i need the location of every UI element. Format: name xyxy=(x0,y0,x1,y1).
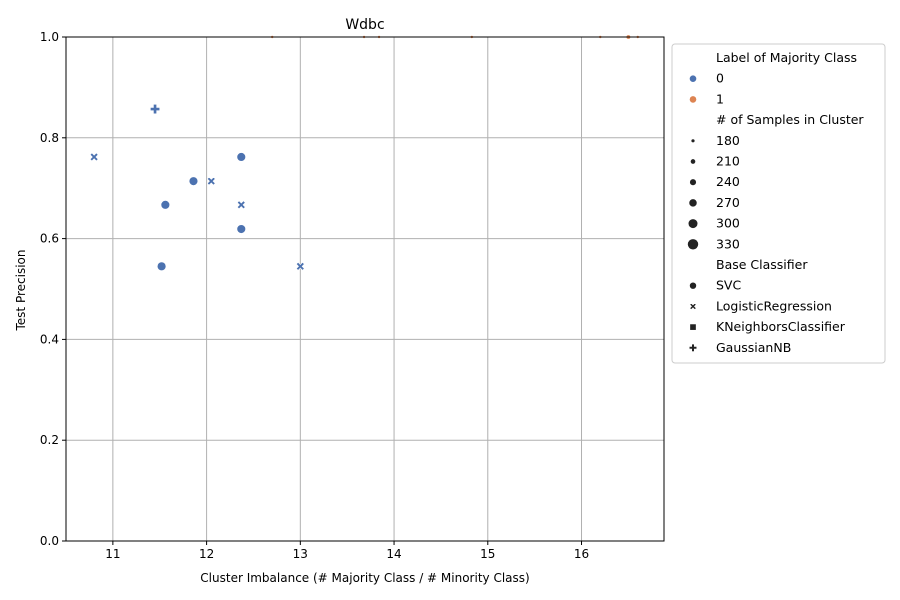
legend-size-label: 330 xyxy=(716,236,740,251)
y-tick-label: 0.0 xyxy=(40,534,59,548)
legend-box xyxy=(671,43,886,364)
legend-style-title: Base Classifier xyxy=(716,257,808,272)
legend-style-marker xyxy=(688,343,698,352)
data-point xyxy=(206,176,216,186)
legend-size-marker xyxy=(689,199,697,207)
legend-size-label: 240 xyxy=(716,174,740,189)
legend-size-marker xyxy=(690,159,696,164)
data-point xyxy=(295,261,305,271)
data-point xyxy=(150,104,161,115)
axis-ticks: 11 12 13 14 15 16 0.0 0.2 0.4 0.6 0.8 1.0 xyxy=(40,30,589,561)
legend-style-label: SVC xyxy=(716,278,741,293)
chart-title: Wdbc xyxy=(345,17,384,33)
y-tick-label: 0.6 xyxy=(40,232,59,246)
x-tick-label: 14 xyxy=(386,547,401,561)
legend-style-label: GaussianNB xyxy=(716,340,791,355)
legend: Label of Majority Class 0 1 # of Samples in… xyxy=(671,43,886,364)
y-tick-label: 0.2 xyxy=(40,433,59,447)
legend-size-marker xyxy=(689,179,697,186)
data-point xyxy=(236,224,247,234)
legend-size-marker xyxy=(691,139,695,143)
x-tick-label: 16 xyxy=(574,547,589,561)
x-tick-label: 11 xyxy=(105,547,120,561)
legend-size-marker xyxy=(688,219,698,229)
x-axis-label: Cluster Imbalance (# Majority Class / # … xyxy=(200,571,529,585)
plot-frame xyxy=(65,36,665,542)
legend-hue-label: 1 xyxy=(716,91,724,106)
data-point xyxy=(236,152,247,162)
y-tick-label: 0.8 xyxy=(40,131,59,145)
x-tick-label: 13 xyxy=(293,547,308,561)
data-point xyxy=(236,200,246,210)
legend-hue-label: 0 xyxy=(716,71,724,86)
legend-style-marker xyxy=(689,323,697,331)
legend-hue-marker xyxy=(689,75,697,82)
legend-style-marker xyxy=(689,302,697,311)
legend-size-label: 210 xyxy=(716,154,740,169)
legend-size-label: 300 xyxy=(716,216,740,231)
data-point xyxy=(160,199,171,210)
x-tick-label: 12 xyxy=(199,547,214,561)
legend-style-label: KNeighborsClassifier xyxy=(716,319,846,334)
data-point xyxy=(188,176,199,187)
x-tick-label: 15 xyxy=(480,547,495,561)
legend-style-marker xyxy=(689,281,698,290)
data-points xyxy=(89,34,640,272)
legend-size-label: 270 xyxy=(716,195,740,210)
legend-size-label: 180 xyxy=(716,133,740,148)
y-tick-label: 0.4 xyxy=(40,332,59,346)
legend-size-marker xyxy=(687,239,699,250)
y-tick-label: 1.0 xyxy=(40,30,59,44)
data-point xyxy=(156,261,167,272)
y-axis-label: Test Precision xyxy=(14,250,28,332)
legend-hue-marker xyxy=(689,96,697,103)
legend-style-label: LogisticRegression xyxy=(716,298,832,313)
legend-hue-title: Label of Majority Class xyxy=(716,50,857,65)
data-point xyxy=(89,152,99,162)
legend-size-title: # of Samples in Cluster xyxy=(716,112,864,127)
